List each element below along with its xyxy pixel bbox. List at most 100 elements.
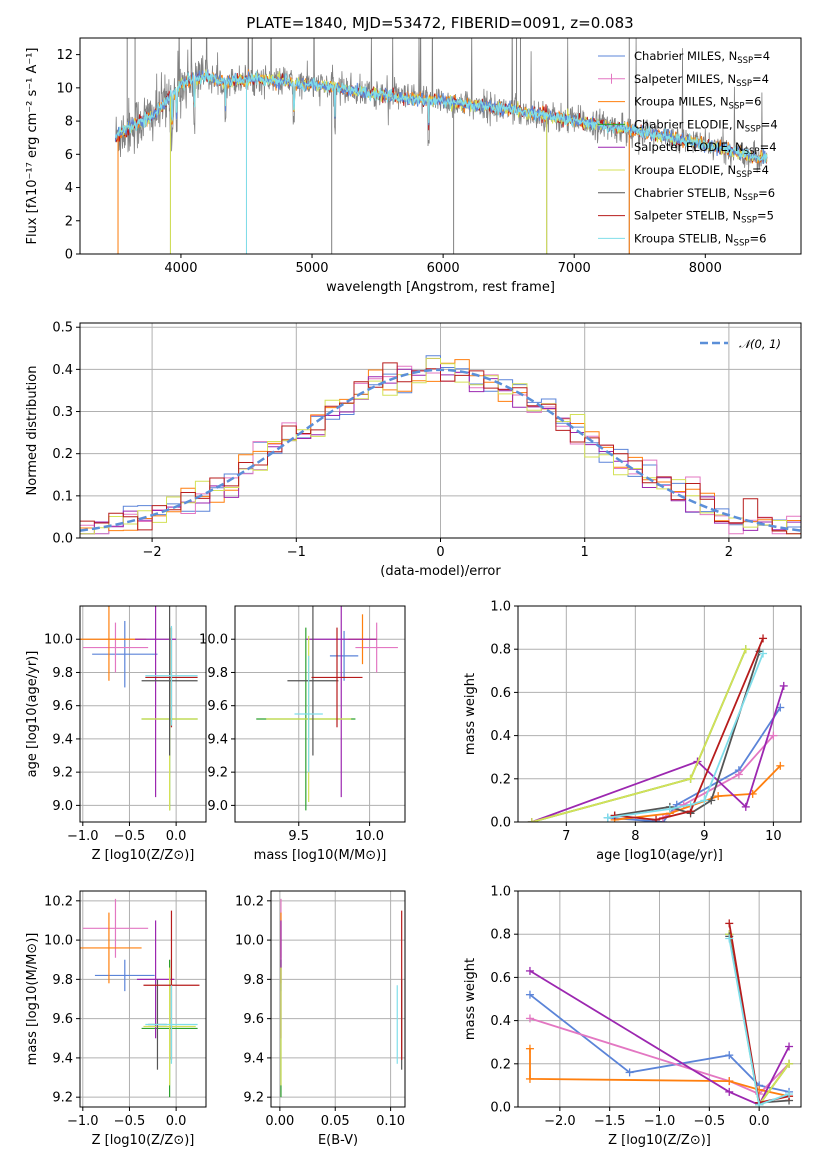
- weight-vs-metallicity-panel: −2.0 −1.5 −1.0 −0.5 0.0 0.0 0.2 0.4 0.6 0.8 1.0 Z […: [463, 885, 802, 1148]
- x-tick-label: 0: [436, 545, 444, 560]
- legend-entry-suffix: =4: [753, 49, 770, 63]
- x-tick-label: 0.10: [376, 1114, 405, 1129]
- axes-frame: [79, 37, 802, 255]
- legend-entry-suffix: =4: [761, 117, 778, 131]
- y-tick-label: 10.0: [44, 633, 73, 648]
- legend-entry-label: Kroupa STELIB, NSSP=6: [634, 231, 766, 248]
- x-tick-label: −2.0: [544, 1114, 576, 1129]
- legend-entry-suffix: =6: [749, 231, 766, 245]
- residual-legend: 𝒩(0, 1): [700, 337, 781, 351]
- x-tick-label: −0.5: [114, 829, 146, 844]
- plot-area: [80, 355, 801, 535]
- legend-entry-subscript: SSP: [741, 216, 757, 226]
- x-tick-label: 6000: [427, 261, 460, 276]
- x-tick-label: 0.0: [166, 1114, 187, 1129]
- x-tick-label: 0.0: [749, 1114, 770, 1129]
- y-tick-label: 9.0: [207, 799, 228, 814]
- y-tick-label: 12: [56, 48, 73, 63]
- spectrum-legend: Chabrier MILES, NSSP=4 Salpeter MILES, NS…: [598, 49, 778, 248]
- plot-area: [114, 38, 768, 254]
- x-tick-label: −2: [143, 545, 162, 560]
- y-tick-label: 9.6: [207, 699, 228, 714]
- y-tick-label: 0.6: [490, 971, 511, 986]
- legend-entry-label: Chabrier MILES, NSSP=4: [634, 49, 770, 66]
- legend-entry-label: Chabrier STELIB, NSSP=6: [634, 186, 775, 203]
- x-axis-label: Z [log10(Z/Z⊙)]: [92, 1133, 195, 1148]
- y-tick-label: 9.4: [52, 1051, 73, 1066]
- plot-area: [525, 919, 794, 1107]
- y-tick-label: 1.0: [490, 600, 511, 615]
- residual-histogram-step: [80, 362, 801, 535]
- y-axis-label: age [log10(age/yr)]: [25, 651, 40, 778]
- x-tick-label: 0.00: [265, 1114, 294, 1129]
- y-tick-label: 9.8: [207, 666, 228, 681]
- y-axis-label: mass [log10(M/M⊙)]: [25, 933, 40, 1066]
- mass-weight-series-line: [531, 685, 785, 822]
- y-tick-label: 9.2: [207, 766, 228, 781]
- y-tick-label: 9.2: [243, 1091, 264, 1106]
- plot-area: [280, 898, 403, 1098]
- mass-weight-series-line: [529, 1017, 790, 1096]
- y-tick-label: 0.2: [490, 1057, 511, 1072]
- x-tick-label: 10: [765, 829, 782, 844]
- x-tick-label: −0.5: [114, 1114, 146, 1129]
- y-tick-label: 0: [65, 248, 73, 263]
- legend-entry-subscript: SSP: [729, 102, 745, 112]
- mass-vs-metallicity-panel: −1.0 −0.5 0.0 9.2 9.4 9.6 9.8 10.0 10.2 Z [log10(…: [25, 890, 207, 1148]
- legend-entry-suffix: =5: [757, 209, 774, 223]
- y-tick-label: 9.8: [52, 666, 73, 681]
- x-tick-label: −1.0: [644, 1114, 676, 1129]
- legend-entry-subscript: SSP: [736, 170, 752, 180]
- legend-entry-label: 𝒩(0, 1): [739, 337, 781, 351]
- y-tick-label: 0.2: [490, 772, 511, 787]
- plot-area: [527, 634, 788, 822]
- y-tick-label: 2: [65, 214, 73, 229]
- y-tick-label: 0.4: [52, 363, 73, 378]
- legend-entry-suffix: =4: [760, 140, 777, 154]
- y-tick-label: 0.4: [490, 729, 511, 744]
- legend-entry-subscript: SSP: [737, 56, 753, 66]
- y-tick-label: 9.6: [243, 1012, 264, 1027]
- residual-histogram-step: [80, 357, 801, 535]
- legend-entry-subscript: SSP: [734, 238, 750, 248]
- y-tick-label: 0.6: [490, 686, 511, 701]
- axes-frame: [79, 890, 207, 1108]
- x-axis-label: wavelength [Angstrom, rest frame]: [326, 280, 555, 295]
- y-tick-label: 9.6: [52, 699, 73, 714]
- y-tick-label: 0.4: [490, 1014, 511, 1029]
- spectrum-panel: 4000 5000 6000 7000 8000 0 2 4 6 8 10 12 wavelength …: [25, 37, 802, 295]
- y-tick-label: 0.3: [52, 405, 73, 420]
- y-tick-label: 0.0: [52, 532, 73, 547]
- y-tick-label: 10.2: [235, 894, 264, 909]
- x-tick-label: 7000: [558, 261, 591, 276]
- y-tick-label: 10.0: [235, 934, 264, 949]
- age-vs-mass-panel: 9.5 10.0 9.0 9.2 9.4 9.6 9.8 10.0 mass [log10(M/…: [199, 605, 406, 863]
- y-tick-label: 0.0: [490, 816, 511, 831]
- y-tick-label: 0.1: [52, 489, 73, 504]
- legend-entry-label: Salpeter ELODIE, NSSP=4: [634, 140, 777, 157]
- figure-title: PLATE=1840, MJD=53472, FIBERID=0091, z=0…: [246, 14, 633, 32]
- y-tick-label: 0.0: [490, 1101, 511, 1116]
- mass-vs-ebv-panel: 0.00 0.05 0.10 9.2 9.4 9.6 9.8 10.0 10.2 E(B-V): [235, 890, 406, 1148]
- x-tick-label: 0.05: [321, 1114, 350, 1129]
- axes-frame: [270, 890, 406, 1108]
- x-tick-label: −1.5: [594, 1114, 626, 1129]
- legend-entry-suffix: =4: [752, 163, 769, 177]
- plot-area: [80, 606, 198, 811]
- weight-vs-age-panel: 7 8 9 10 0.0 0.2 0.4 0.6 0.8 1.0 age [log10(age/yr…: [463, 600, 802, 863]
- y-axis-label: Flux [fλ10⁻¹⁷ erg cm⁻² s⁻¹ A⁻¹]: [25, 48, 40, 245]
- x-axis-label: Z [log10(Z/Z⊙)]: [92, 848, 195, 863]
- y-tick-label: 9.0: [52, 799, 73, 814]
- x-tick-label: 7: [562, 829, 570, 844]
- plot-area: [80, 898, 200, 1098]
- x-tick-label: 4000: [164, 261, 197, 276]
- y-tick-label: 0.8: [490, 643, 511, 658]
- x-tick-label: 5000: [295, 261, 328, 276]
- y-tick-label: 1.0: [490, 885, 511, 900]
- x-tick-label: 1: [581, 545, 589, 560]
- y-tick-label: 9.8: [243, 973, 264, 988]
- y-tick-label: 0.8: [490, 928, 511, 943]
- y-tick-label: 4: [65, 181, 73, 196]
- y-tick-label: 0.5: [52, 321, 73, 336]
- legend-entry-label: Salpeter STELIB, NSSP=5: [634, 209, 774, 226]
